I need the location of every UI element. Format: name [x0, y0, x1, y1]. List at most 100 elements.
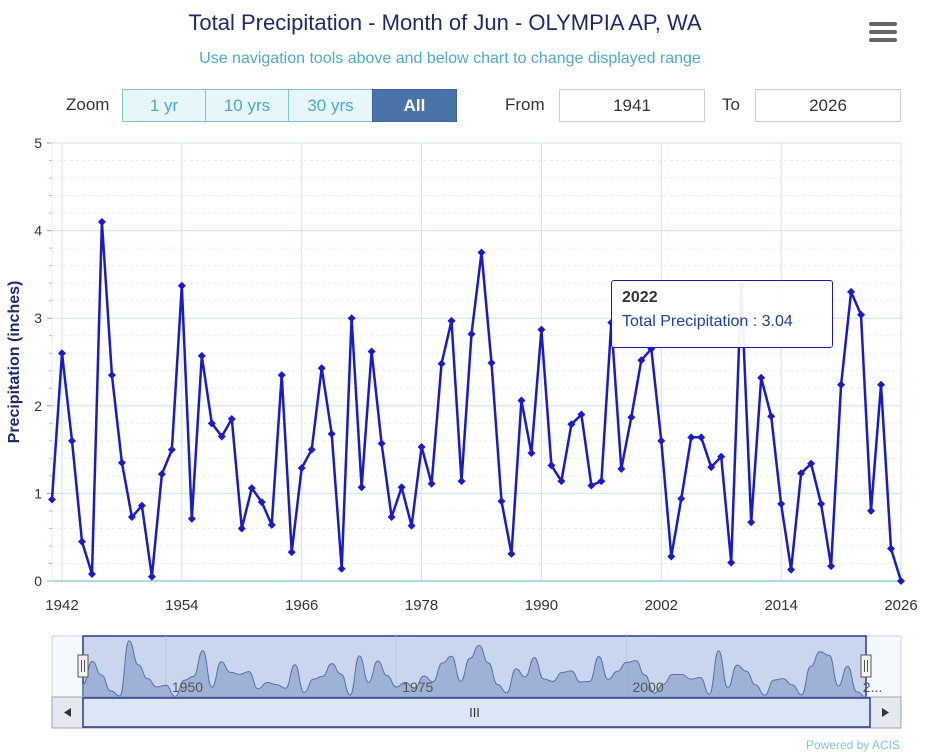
zoom-1yr-button[interactable]: 1 yr	[122, 89, 206, 122]
x-tick-label: 2014	[764, 597, 797, 614]
data-point	[627, 413, 636, 422]
y-tick-label: 4	[34, 223, 42, 239]
data-point	[217, 432, 226, 441]
y-tick-label: 3	[34, 310, 42, 326]
data-point	[337, 564, 346, 573]
y-tick-label: 0	[34, 573, 42, 589]
x-tick-label: 1942	[45, 597, 78, 614]
from-input[interactable]: 1941	[559, 89, 705, 122]
zoom-all-button[interactable]: All	[372, 89, 457, 122]
data-point	[467, 329, 476, 338]
zoom-label: Zoom	[66, 95, 110, 114]
data-point	[97, 217, 106, 226]
navigator-left-handle[interactable]	[77, 654, 89, 678]
data-point	[387, 513, 396, 522]
data-point	[67, 436, 76, 445]
data-point	[517, 396, 526, 405]
data-point	[457, 477, 466, 486]
to-input[interactable]: 2026	[755, 89, 901, 122]
data-point	[287, 548, 296, 557]
data-point	[707, 463, 716, 472]
data-point	[87, 569, 96, 578]
data-point	[667, 552, 676, 561]
data-point	[807, 459, 816, 468]
x-tick-label: 2002	[645, 597, 678, 614]
data-point	[277, 371, 286, 380]
navigator-right-handle[interactable]	[860, 654, 872, 678]
data-point	[267, 520, 276, 529]
data-point	[577, 410, 586, 419]
data-point	[447, 316, 456, 325]
x-tick-label: 1966	[285, 597, 318, 614]
credits-link[interactable]: Powered by ACIS	[805, 738, 900, 752]
data-point	[417, 442, 426, 451]
data-point	[637, 356, 646, 365]
data-point	[397, 483, 406, 492]
data-point	[507, 549, 516, 558]
navigator-label: 2000	[632, 679, 663, 695]
right-arrow-icon	[882, 708, 889, 717]
data-point	[377, 439, 386, 448]
data-point	[347, 314, 356, 323]
data-point	[487, 358, 496, 367]
data-point	[167, 445, 176, 454]
data-point	[427, 479, 436, 488]
y-axis-title: Precipitation (inches)	[6, 281, 23, 444]
from-label: From	[505, 95, 545, 114]
x-tick-label: 2026	[884, 597, 917, 614]
navigator-area	[82, 640, 867, 698]
chart-title: Total Precipitation - Month of Jun - OLY…	[188, 10, 702, 35]
navigator-label: 1950	[172, 679, 203, 695]
data-point	[837, 380, 846, 389]
data-point	[137, 501, 146, 510]
data-point	[717, 452, 726, 461]
data-point	[567, 420, 576, 429]
data-point	[557, 477, 566, 486]
hamburger-menu-icon[interactable]	[869, 22, 897, 44]
data-point	[327, 429, 336, 438]
zoom-10yrs-button[interactable]: 10 yrs	[205, 89, 289, 122]
y-tick-label: 5	[34, 135, 42, 151]
data-point	[407, 521, 416, 530]
data-point	[207, 419, 216, 428]
data-point	[877, 380, 886, 389]
data-point	[747, 518, 756, 527]
y-tick-label: 2	[34, 398, 42, 414]
plot-border	[51, 142, 902, 582]
data-point	[187, 514, 196, 523]
data-point	[177, 281, 186, 290]
left-arrow-icon	[64, 708, 71, 717]
chart-subtitle: Use navigation tools above and below cha…	[199, 50, 701, 67]
data-point	[697, 433, 706, 442]
series-line	[50, 220, 903, 582]
data-point	[227, 414, 236, 423]
data-point	[117, 458, 126, 467]
data-point	[497, 497, 506, 506]
x-tick-label: 1978	[405, 597, 438, 614]
data-point	[477, 248, 486, 257]
x-tick-label: 1954	[165, 597, 198, 614]
data-point	[57, 349, 66, 358]
data-point	[357, 483, 366, 492]
data-point	[787, 565, 796, 574]
data-point	[847, 287, 856, 296]
data-point	[48, 495, 56, 504]
x-tick-label: 1990	[525, 597, 558, 614]
data-point	[527, 449, 536, 458]
data-point	[617, 464, 626, 473]
scrollbar-thumb[interactable]	[82, 697, 871, 728]
data-point	[77, 537, 86, 546]
navigator-label: 1975	[402, 679, 433, 695]
data-point	[317, 364, 326, 373]
data-point	[157, 470, 166, 479]
data-point	[657, 436, 666, 445]
data-point	[677, 494, 686, 503]
data-point	[437, 359, 446, 368]
data-point	[597, 477, 606, 486]
data-point	[767, 412, 776, 421]
data-point	[727, 558, 736, 567]
data-point	[147, 572, 156, 581]
data-point	[777, 499, 786, 508]
data-point	[197, 351, 206, 360]
